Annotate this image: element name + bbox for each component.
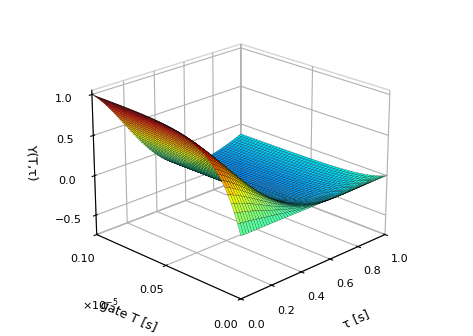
X-axis label: τ [s]: τ [s] [340, 308, 371, 331]
Y-axis label: gate T [s]: gate T [s] [98, 298, 159, 334]
Text: $\times 10^{-5}$: $\times 10^{-5}$ [82, 297, 118, 313]
